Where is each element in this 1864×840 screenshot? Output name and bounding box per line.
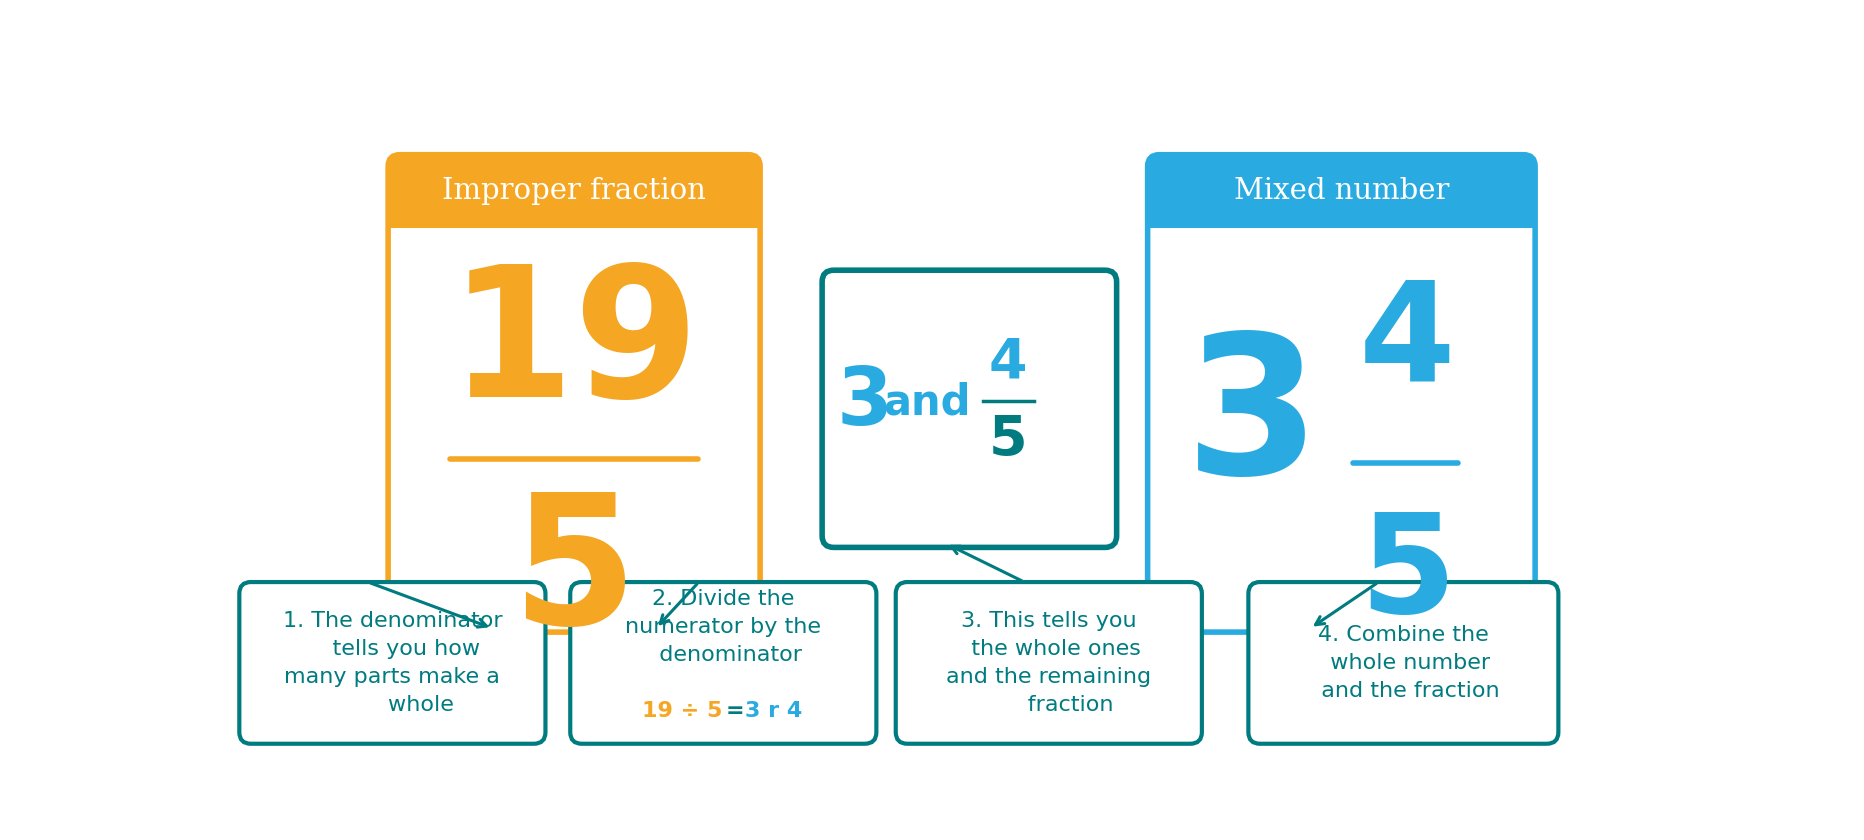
- Text: 4: 4: [1359, 276, 1454, 411]
- Text: 5: 5: [988, 412, 1027, 466]
- Text: 19 ÷ 5: 19 ÷ 5: [641, 701, 729, 722]
- Text: 4: 4: [988, 336, 1027, 390]
- FancyBboxPatch shape: [822, 270, 1117, 548]
- Text: 1. The denominator
    tells you how
many parts make a
        whole: 1. The denominator tells you how many pa…: [283, 611, 501, 715]
- Text: 2. Divide the
numerator by the
  denominator: 2. Divide the numerator by the denominat…: [624, 590, 820, 665]
- Text: Improper fraction: Improper fraction: [442, 177, 706, 205]
- Text: 3 r 4: 3 r 4: [744, 701, 802, 722]
- Text: Mixed number: Mixed number: [1232, 177, 1448, 205]
- Text: =: =: [725, 701, 751, 722]
- Text: 4. Combine the
  whole number
  and the fraction: 4. Combine the whole number and the frac…: [1307, 625, 1499, 701]
- Bar: [388, 195, 761, 228]
- Text: 5: 5: [1359, 507, 1454, 642]
- FancyBboxPatch shape: [895, 582, 1200, 743]
- FancyBboxPatch shape: [388, 155, 761, 632]
- Text: 3: 3: [837, 364, 893, 442]
- Text: and: and: [882, 381, 969, 423]
- Text: 5: 5: [511, 486, 637, 663]
- Text: 3: 3: [1184, 327, 1320, 514]
- FancyBboxPatch shape: [239, 582, 544, 743]
- FancyBboxPatch shape: [388, 155, 761, 228]
- FancyBboxPatch shape: [1146, 155, 1534, 632]
- FancyBboxPatch shape: [1247, 582, 1558, 743]
- Bar: [1146, 195, 1534, 228]
- FancyBboxPatch shape: [1146, 155, 1534, 228]
- FancyBboxPatch shape: [570, 582, 876, 743]
- Text: 3. This tells you
  the whole ones
and the remaining
      fraction: 3. This tells you the whole ones and the…: [945, 611, 1150, 715]
- Text: 19: 19: [449, 260, 699, 435]
